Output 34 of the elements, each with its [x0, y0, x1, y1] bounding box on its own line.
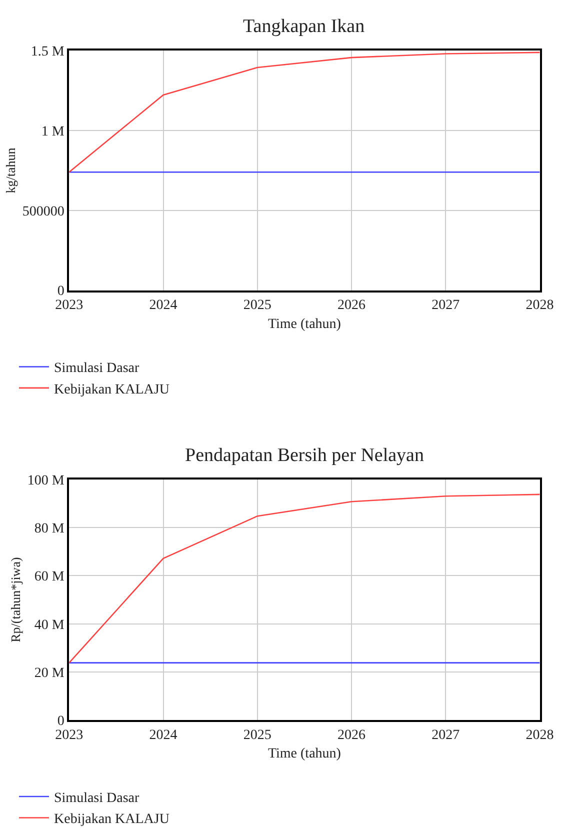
line-series	[69, 52, 540, 173]
y-tick-label: 1.5 M	[30, 44, 65, 60]
y-axis-title: Rp/(tahun*jiwa)	[8, 557, 23, 642]
x-tick-label: 2025	[243, 728, 272, 743]
x-tick-label: 2024	[149, 728, 178, 743]
x-tick-label: 2028	[526, 298, 554, 314]
x-axis-title: Time (tahun)	[268, 746, 342, 762]
legend-label: Simulasi Dasar	[54, 361, 140, 376]
x-tick-label: 2026	[338, 728, 366, 743]
y-tick-label: 0	[57, 284, 64, 300]
x-tick-label: 2026	[338, 298, 366, 314]
chart-title: Tangkapan Ikan	[243, 16, 366, 37]
y-tick-label: 40 M	[34, 618, 65, 633]
x-tick-label: 2027	[432, 728, 460, 743]
x-axis-title: Time (tahun)	[268, 316, 342, 332]
y-axis-title: kg/tahun	[2, 147, 18, 194]
y-tick-label: 100 M	[27, 473, 65, 488]
y-tick-label: 1 M	[41, 124, 65, 140]
y-tick-label: 20 M	[34, 666, 65, 681]
chart-title: Pendapatan Bersih per Nelayan	[185, 445, 424, 466]
legend-label: Kebijakan KALAJU	[54, 382, 170, 398]
x-tick-label: 2023	[55, 298, 84, 314]
y-tick-label: 60 M	[34, 570, 65, 585]
y-tick-label: 0	[57, 714, 64, 729]
x-tick-label: 2023	[55, 728, 84, 743]
x-tick-label: 2024	[149, 298, 178, 314]
legend-label: Kebijakan KALAJU	[54, 812, 170, 828]
x-tick-label: 2025	[243, 298, 272, 314]
line-series	[69, 494, 540, 664]
y-tick-label: 500000	[22, 204, 64, 220]
x-tick-label: 2028	[526, 728, 554, 743]
x-tick-label: 2027	[432, 298, 460, 314]
legend-label: Simulasi Dasar	[54, 790, 140, 806]
y-tick-label: 80 M	[34, 522, 65, 537]
